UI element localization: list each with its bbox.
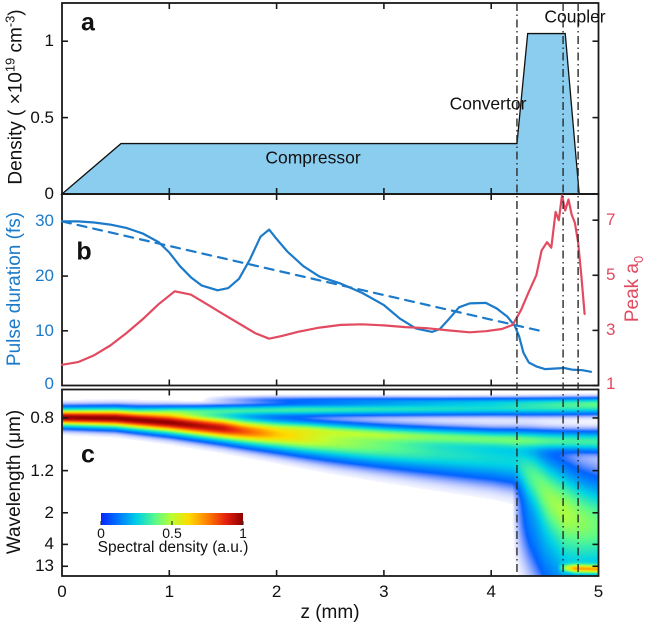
coupler-label: Coupler [544,6,606,27]
density-tick-label-0.5: 0.5 [30,107,54,127]
a0-tick-label-1: 1 [606,374,616,393]
x-tick-label-3: 3 [379,582,389,601]
pulse-tick-label-20: 20 [35,266,54,286]
density-axis-label-sup: 19 [2,57,18,73]
density-axis-label-mid: cm [5,27,27,58]
pulse-tick-label-30: 30 [35,211,54,231]
pulse-duration-axis-label: Pulse duration (fs) [4,211,25,367]
density-axis-label-pre: Density ( ×10 [5,72,27,185]
colorbar-tick-label-1: 1 [239,525,247,541]
density-axis-label: Density ( ×1019 cm-3) [2,9,27,184]
a0-tick-label-3: 3 [606,320,616,340]
x-tick-label-4: 4 [486,582,496,601]
spectral-density-heatmap [62,389,599,576]
panel-a-letter: a [81,8,95,37]
colorbar-label: Spectral density (a.u.) [97,539,249,556]
density-tick-label-1: 1 [44,31,54,51]
pulse-tick-label-10: 10 [35,320,54,340]
colorbar-tick-label-0: 0 [97,525,105,541]
density-axis-label-post: ) [5,9,27,16]
convertor-label: Convertor [449,93,527,114]
pulse-tick-label-0: 0 [44,373,54,393]
wavelength-tick-label-1.2: 1.2 [30,460,54,480]
wavelength-tick-label-0.8: 0.8 [30,407,54,427]
peak-a0-axis-label-pre: Peak a [622,263,644,323]
peak-a0-axis-label: Peak a0 [622,256,646,322]
peak-a0-axis-label-sub: 0 [630,255,646,264]
x-tick-label-1: 1 [164,582,175,601]
x-tick-label-2: 2 [271,582,282,601]
wavelength-axis-label: Wavelength (μm) [4,409,25,555]
x-tick-label-5: 5 [593,582,604,601]
a0-tick-label-7: 7 [606,210,616,230]
wavelength-tick-label-4: 4 [44,534,54,554]
x-axis-label: z (mm) [300,602,360,623]
density-tick-label-0: 0 [44,184,54,203]
colorbar-tick-label-0.5: 0.5 [162,525,182,541]
panel-b-letter: b [76,237,92,266]
compressor-label: Compressor [265,147,361,168]
wavelength-tick-label-2: 2 [44,502,54,522]
x-tick-label-0: 0 [57,582,67,601]
density-axis-label-sup2: -3 [2,15,18,28]
colorbar-gradient [101,513,243,525]
panel-c-letter: c [81,440,95,469]
a0-tick-label-5: 5 [606,265,616,285]
wavelength-tick-label-13: 13 [35,556,54,576]
